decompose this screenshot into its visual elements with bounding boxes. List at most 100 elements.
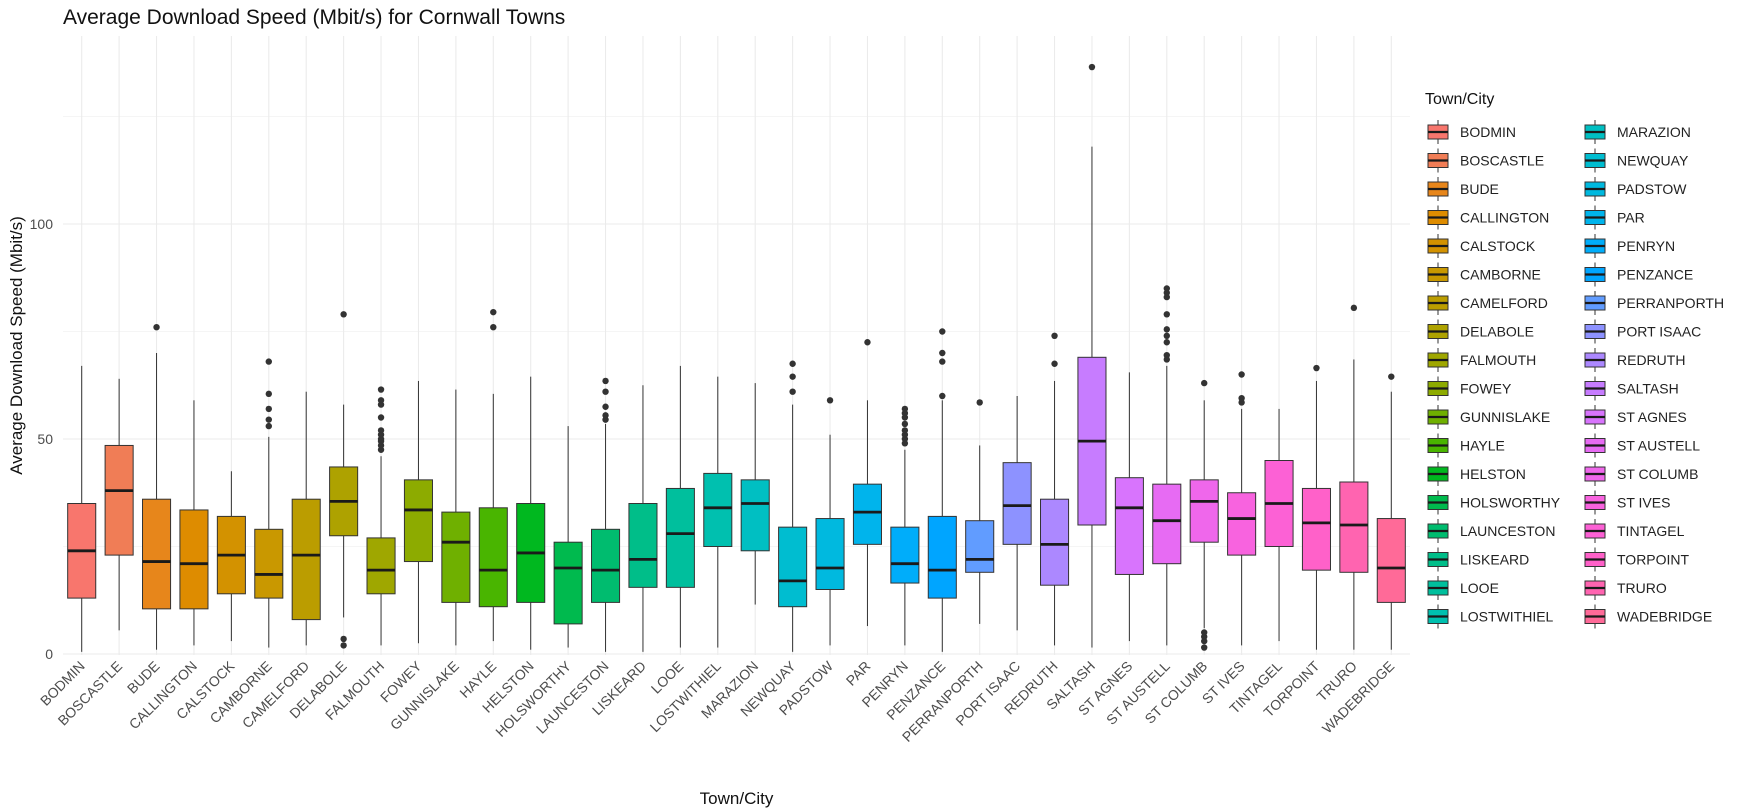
outlier-point	[265, 405, 272, 413]
box-par	[852, 339, 882, 627]
outlier-point	[602, 412, 609, 419]
legend-item: CALSTOCK	[1427, 234, 1536, 258]
iqr-box	[1040, 498, 1070, 586]
legend-label: FALMOUTH	[1460, 352, 1536, 368]
legend-item: MARAZION	[1584, 120, 1691, 144]
outlier-point	[340, 642, 347, 649]
legend-label: CAMBORNE	[1460, 267, 1541, 283]
iqr-box	[403, 479, 433, 563]
legend-item: TORPOINT	[1584, 547, 1690, 572]
legend-item: BUDE	[1427, 177, 1499, 201]
box-st-columb	[1189, 379, 1219, 651]
legend-label: LISKEARD	[1460, 552, 1529, 568]
legend-label: PAR	[1617, 210, 1645, 226]
legend-item: TRURO	[1584, 576, 1667, 600]
box-marazion	[740, 383, 770, 605]
legend-label: ST COLUMB	[1617, 466, 1698, 482]
box-liskeard	[628, 385, 658, 652]
legend-label: PENZANCE	[1617, 267, 1693, 283]
box-wadebridge	[1376, 373, 1406, 650]
iqr-box	[1227, 492, 1257, 556]
box-torpoint	[1301, 364, 1331, 650]
legend-label: TINTAGEL	[1617, 523, 1685, 539]
iqr-box	[628, 503, 658, 588]
legend-label: TRURO	[1617, 580, 1667, 596]
outlier-point	[1201, 379, 1208, 387]
outlier-point	[265, 422, 272, 430]
legend-item: DELABOLE	[1427, 319, 1534, 344]
outlier-point	[377, 427, 385, 434]
outlier-point	[901, 420, 909, 428]
legend-item: FOWEY	[1427, 376, 1512, 401]
box-hayle	[478, 308, 508, 642]
outlier-point	[265, 358, 272, 365]
outlier-point	[1051, 332, 1058, 339]
outlier-point	[789, 388, 796, 395]
box-port-isaac	[1002, 396, 1032, 631]
outlier-point	[1163, 332, 1170, 339]
box-st-austell	[1152, 285, 1182, 646]
outlier-point	[901, 405, 909, 413]
legend-label: FOWEY	[1460, 381, 1512, 397]
legend-item: PENRYN	[1584, 234, 1675, 258]
legend-item: PERRANPORTH	[1584, 291, 1724, 315]
iqr-box	[665, 487, 695, 588]
legend: Town/City BODMIN BOSCASTLE BUDE CALLINGTON C…	[1425, 91, 1724, 629]
outlier-point	[1163, 285, 1170, 292]
iqr-box	[1339, 481, 1369, 573]
box-fowey	[403, 380, 433, 644]
legend-item: NEWQUAY	[1584, 148, 1689, 173]
legend-item: LOSTWITHIEL	[1427, 604, 1554, 629]
legend-item: HELSTON	[1427, 462, 1526, 486]
legend-label: PENRYN	[1617, 238, 1675, 254]
box-newquay	[778, 360, 808, 652]
iqr-box	[104, 444, 134, 556]
outlier-point	[789, 373, 796, 380]
box-truro	[1339, 304, 1369, 650]
outlier-point	[939, 328, 946, 335]
iqr-box	[142, 498, 172, 610]
iqr-box	[1301, 487, 1331, 571]
outlier-point	[939, 392, 946, 400]
iqr-box	[852, 483, 882, 545]
legend-label: LAUNCESTON	[1460, 523, 1555, 539]
legend-item: HOLSWORTHY	[1427, 490, 1561, 515]
legend-item: GUNNISLAKE	[1427, 405, 1550, 429]
box-callington	[179, 400, 209, 646]
iqr-box	[703, 472, 733, 547]
iqr-box	[366, 537, 396, 595]
iqr-box	[441, 511, 471, 603]
box-lostwithiel	[703, 376, 733, 648]
legend-item: LISKEARD	[1427, 547, 1529, 572]
legend-item: HAYLE	[1427, 433, 1505, 458]
outlier-point	[1088, 63, 1096, 71]
box-penzance	[927, 328, 957, 652]
y-tick-label: 50	[37, 431, 53, 447]
legend-title: Town/City	[1425, 91, 1494, 108]
legend-label: ST AGNES	[1617, 409, 1687, 425]
legend-label: REDRUTH	[1617, 352, 1685, 368]
legend-label: HOLSWORTHY	[1460, 495, 1561, 511]
iqr-box	[890, 526, 920, 584]
legend-item: SALTASH	[1584, 376, 1679, 401]
x-axis: BODMINBOSCASTLEBUDECALLINGTONCALSTOCKCAM…	[37, 657, 1397, 745]
y-tick-label: 100	[30, 216, 54, 232]
legend-label: ST IVES	[1617, 495, 1670, 511]
legend-item: TINTAGEL	[1584, 519, 1685, 543]
outlier-point	[789, 360, 796, 367]
box-launceston	[591, 377, 621, 652]
iqr-box	[1376, 518, 1406, 603]
legend-item: ST AUSTELL	[1584, 433, 1700, 458]
outlier-point	[602, 388, 609, 395]
x-axis-title: Town/City	[700, 789, 774, 808]
chart-title: Average Download Speed (Mbit/s) for Corn…	[63, 6, 566, 29]
legend-label: BOSCASTLE	[1460, 153, 1544, 169]
iqr-box	[591, 528, 621, 603]
legend-label: CALSTOCK	[1460, 238, 1536, 254]
box-calstock	[216, 471, 246, 642]
x-tick-label: PAR	[843, 658, 874, 689]
legend-label: WADEBRIDGE	[1617, 609, 1712, 625]
legend-label: GUNNISLAKE	[1460, 409, 1550, 425]
y-axis-title: Average Download Speed (Mbit/s)	[7, 216, 26, 475]
outlier-point	[377, 386, 385, 393]
